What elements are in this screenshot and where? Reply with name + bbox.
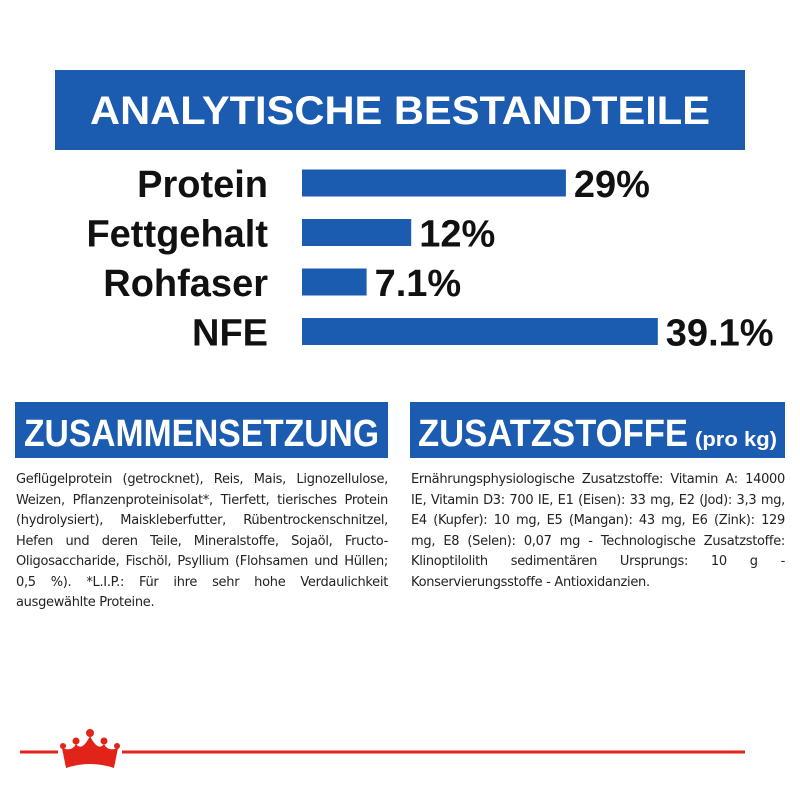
additives-text: Ernährungsphysiologische Zusatzstoffe: V… bbox=[411, 472, 785, 590]
chart-title: ANALYTISCHE BESTANDTEILE bbox=[90, 89, 710, 133]
category-label: Protein bbox=[137, 164, 268, 206]
value-label: 7.1% bbox=[375, 263, 462, 305]
bar bbox=[302, 219, 412, 246]
footer bbox=[20, 729, 745, 768]
section-unit: (pro kg) bbox=[695, 429, 777, 451]
value-label: 39.1% bbox=[666, 313, 774, 355]
category-label: Rohfaser bbox=[103, 263, 268, 305]
section-band bbox=[15, 402, 388, 458]
title-band bbox=[55, 70, 745, 150]
category-label: NFE bbox=[192, 313, 268, 355]
bar bbox=[302, 318, 658, 345]
value-label: 12% bbox=[419, 214, 495, 256]
category-label: Fettgehalt bbox=[86, 214, 268, 256]
bar bbox=[302, 268, 367, 296]
value-label: 29% bbox=[574, 164, 650, 206]
bar bbox=[302, 169, 566, 197]
section-title: ZUSATZSTOFFE bbox=[418, 413, 688, 455]
section-band bbox=[410, 402, 785, 458]
composition-text: Geflügelprotein (getrocknet), Reis, Mais… bbox=[16, 472, 388, 610]
section-title: ZUSAMMENSETZUNG bbox=[24, 413, 379, 455]
